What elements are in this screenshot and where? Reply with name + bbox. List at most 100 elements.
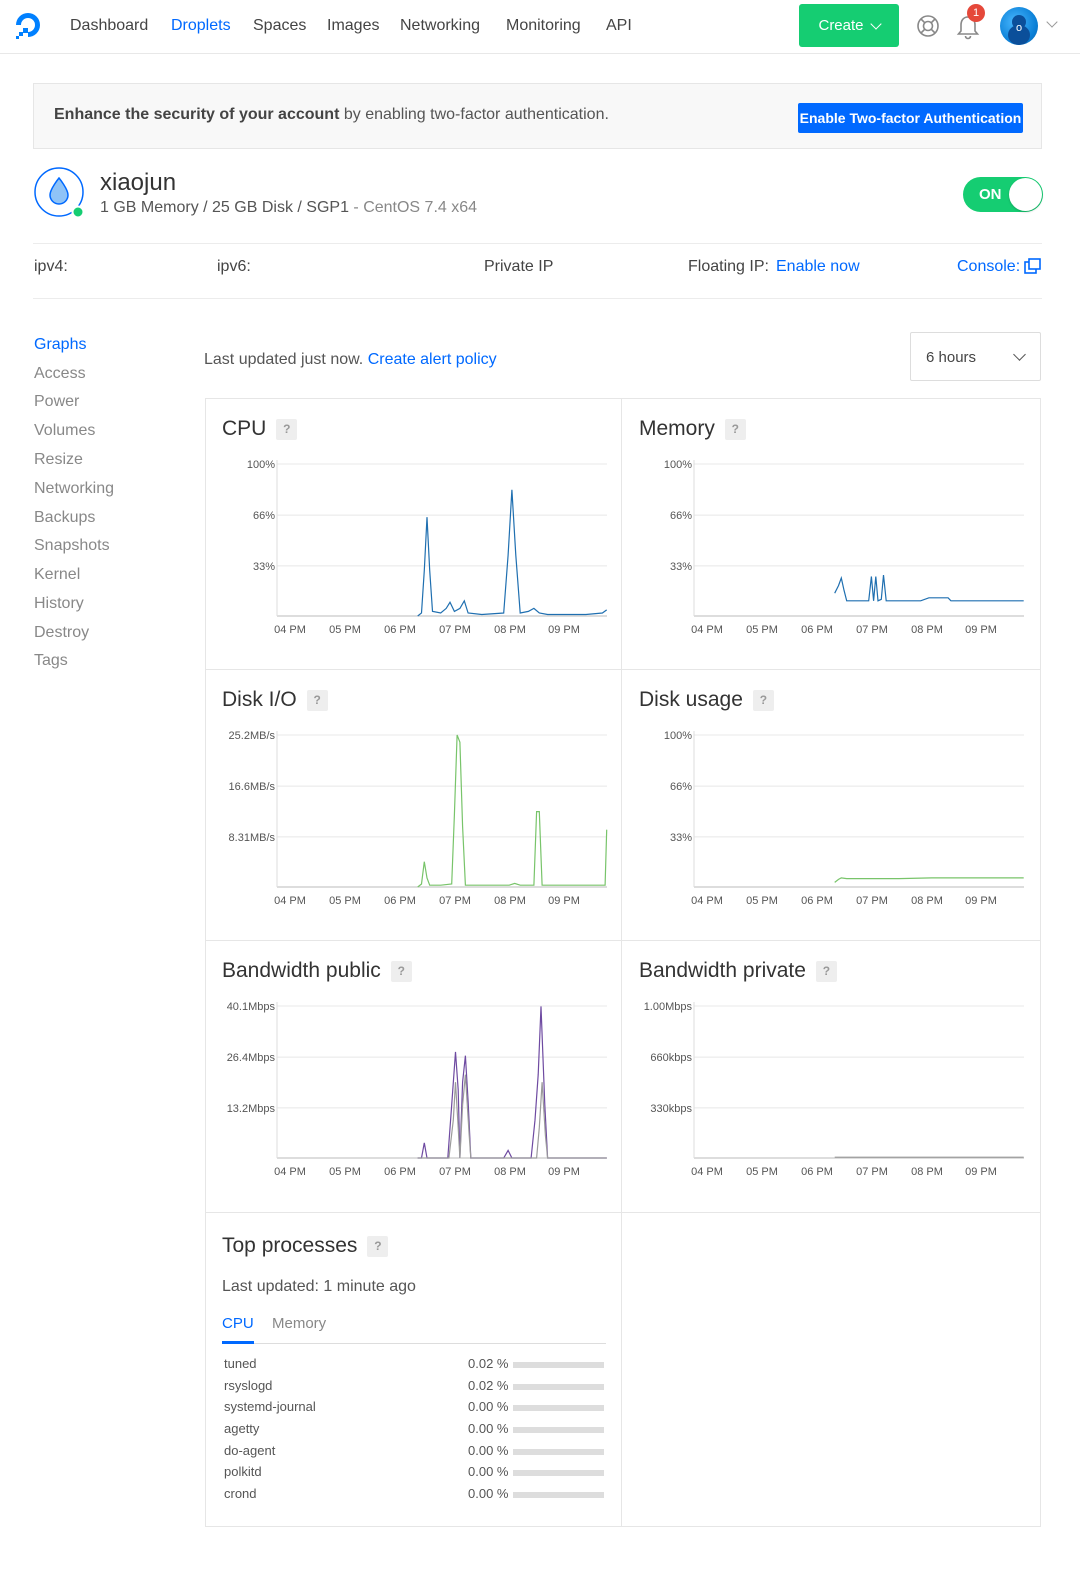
tab-memory[interactable]: Memory bbox=[272, 1315, 327, 1332]
bandwidth-private-chart: 1.00Mbps 660kbps 330kbps 04 PM 05 PM 06 PM 07 … bbox=[644, 1001, 1024, 1178]
y-tick-label: 660kbps bbox=[650, 1052, 692, 1064]
bandwidth-public-chart: 40.1Mbps 26.4Mbps 13.2Mbps 04 PM 05 PM 06 PM 0… bbox=[227, 1001, 607, 1178]
x-tick-label: 07 PM bbox=[439, 624, 471, 636]
process-usage: 0.02 % bbox=[468, 1356, 509, 1371]
x-tick-label: 08 PM bbox=[494, 1166, 526, 1178]
help-icon[interactable]: ? bbox=[306, 689, 328, 711]
x-tick-label: 07 PM bbox=[439, 895, 471, 907]
sidebar-item-resize[interactable]: Resize bbox=[34, 451, 83, 468]
sidebar-item-power[interactable]: Power bbox=[34, 393, 80, 410]
y-tick-label: 33% bbox=[670, 832, 692, 844]
chevron-down-icon bbox=[1013, 348, 1026, 361]
avatar[interactable]: o bbox=[1000, 7, 1038, 45]
digitalocean-logo-icon[interactable] bbox=[12, 10, 44, 42]
x-tick-label: 05 PM bbox=[746, 1166, 778, 1178]
usage-bar bbox=[513, 1427, 604, 1433]
cpu-chart: 100% 66% 33% 04 PM 05 PM 06 PM 07 PM 08 PM 09 PM bbox=[247, 459, 608, 636]
x-tick-label: 06 PM bbox=[384, 895, 416, 907]
last-updated-text: Last updated just now. bbox=[204, 351, 364, 368]
y-tick-label: 66% bbox=[670, 781, 692, 793]
x-tick-label: 07 PM bbox=[439, 1166, 471, 1178]
x-tick-label: 08 PM bbox=[911, 1166, 943, 1178]
floating-ip-enable-link[interactable]: Enable now bbox=[776, 258, 860, 275]
y-tick-label: 25.2MB/s bbox=[229, 730, 276, 742]
help-icon[interactable]: ? bbox=[724, 418, 746, 440]
chart-title: Disk usage bbox=[639, 688, 743, 711]
nav-images[interactable]: Images bbox=[327, 17, 380, 34]
series-line-0 bbox=[417, 489, 608, 617]
y-tick-label: 1.00Mbps bbox=[644, 1001, 693, 1013]
help-icon[interactable]: ? bbox=[752, 689, 774, 711]
nav-droplets[interactable]: Droplets bbox=[171, 17, 231, 34]
sidebar-item-kernel[interactable]: Kernel bbox=[34, 566, 81, 583]
x-tick-label: 09 PM bbox=[548, 895, 580, 907]
droplet-icon bbox=[34, 167, 85, 219]
power-toggle[interactable]: ON bbox=[963, 177, 1043, 212]
chevron-down-icon[interactable] bbox=[1046, 16, 1058, 28]
sidebar-item-snapshots[interactable]: Snapshots bbox=[34, 537, 110, 554]
x-tick-label: 04 PM bbox=[274, 1166, 306, 1178]
top-processes-title: Top processes ? bbox=[222, 1234, 389, 1258]
x-tick-label: 07 PM bbox=[856, 895, 888, 907]
time-range-value: 6 hours bbox=[926, 349, 977, 366]
sidebar-item-tags[interactable]: Tags bbox=[34, 652, 68, 669]
nav-api[interactable]: API bbox=[606, 17, 632, 34]
sidebar-item-networking[interactable]: Networking bbox=[34, 480, 115, 497]
process-usage: 0.00 % bbox=[468, 1443, 509, 1458]
avatar-silhouette-icon: o bbox=[1008, 15, 1030, 45]
x-tick-label: 09 PM bbox=[548, 624, 580, 636]
avatar-initial: o bbox=[1016, 22, 1022, 34]
help-icon[interactable]: ? bbox=[367, 1235, 389, 1257]
divider bbox=[33, 298, 1042, 299]
list-item: do-agent 0.00 % bbox=[224, 1443, 604, 1461]
sidebar-item-volumes[interactable]: Volumes bbox=[34, 422, 96, 439]
help-icon[interactable]: ? bbox=[390, 960, 412, 982]
nav-monitoring[interactable]: Monitoring bbox=[506, 17, 581, 34]
nav-dashboard[interactable]: Dashboard bbox=[70, 17, 149, 34]
x-tick-label: 04 PM bbox=[691, 895, 723, 907]
process-name: tuned bbox=[224, 1356, 257, 1371]
process-name: rsyslogd bbox=[224, 1378, 273, 1393]
ipv6-label: ipv6: bbox=[217, 258, 251, 275]
y-tick-label: 16.6MB/s bbox=[229, 781, 276, 793]
sidebar-item-access[interactable]: Access bbox=[34, 365, 86, 382]
tab-cpu[interactable]: CPU bbox=[222, 1315, 254, 1332]
y-tick-label: 8.31MB/s bbox=[229, 832, 276, 844]
divider bbox=[621, 398, 622, 1527]
cpu-title: CPU? bbox=[222, 417, 298, 441]
sidebar-item-backups[interactable]: Backups bbox=[34, 509, 96, 526]
y-tick-label: 33% bbox=[670, 561, 692, 573]
time-range-select[interactable]: 6 hours bbox=[910, 332, 1041, 381]
graphs-grid bbox=[205, 398, 1041, 1527]
x-tick-label: 04 PM bbox=[691, 624, 723, 636]
sidebar-item-history[interactable]: History bbox=[34, 595, 84, 612]
help-lifebuoy-icon[interactable] bbox=[916, 14, 940, 38]
x-tick-label: 05 PM bbox=[329, 895, 361, 907]
floating-ip-label: Floating IP: bbox=[688, 258, 769, 275]
sidebar-item-destroy[interactable]: Destroy bbox=[34, 624, 90, 641]
disk-i-o-chart: 25.2MB/s 16.6MB/s 8.31MB/s 04 PM 05 PM 06 PM 0… bbox=[229, 730, 608, 907]
x-tick-label: 05 PM bbox=[746, 624, 778, 636]
nav-spaces[interactable]: Spaces bbox=[253, 17, 307, 34]
chart-title: Disk I/O bbox=[222, 688, 297, 711]
help-icon[interactable]: ? bbox=[276, 418, 298, 440]
y-tick-label: 100% bbox=[247, 459, 275, 471]
power-toggle-label: ON bbox=[979, 186, 1002, 203]
create-button[interactable]: Create bbox=[799, 4, 899, 47]
y-tick-label: 100% bbox=[664, 730, 692, 742]
y-tick-label: 33% bbox=[253, 561, 275, 573]
chart-title: CPU bbox=[222, 417, 267, 440]
banner-message: Enhance the security of your account by … bbox=[54, 106, 609, 124]
two-factor-banner: Enhance the security of your account by … bbox=[33, 83, 1042, 149]
x-tick-label: 09 PM bbox=[965, 1166, 997, 1178]
help-icon[interactable]: ? bbox=[815, 960, 837, 982]
external-window-icon[interactable] bbox=[1024, 258, 1041, 274]
y-tick-label: 100% bbox=[664, 459, 692, 471]
nav-networking[interactable]: Networking bbox=[400, 17, 481, 34]
enable-two-factor-button[interactable]: Enable Two-factor Authentication bbox=[798, 103, 1023, 133]
create-alert-policy-link[interactable]: Create alert policy bbox=[367, 351, 497, 368]
sidebar-item-graphs[interactable]: Graphs bbox=[34, 336, 87, 353]
bandwidth-public-title: Bandwidth public? bbox=[222, 959, 412, 983]
console-link[interactable]: Console: bbox=[957, 258, 1021, 275]
y-tick-label: 330kbps bbox=[650, 1103, 692, 1115]
